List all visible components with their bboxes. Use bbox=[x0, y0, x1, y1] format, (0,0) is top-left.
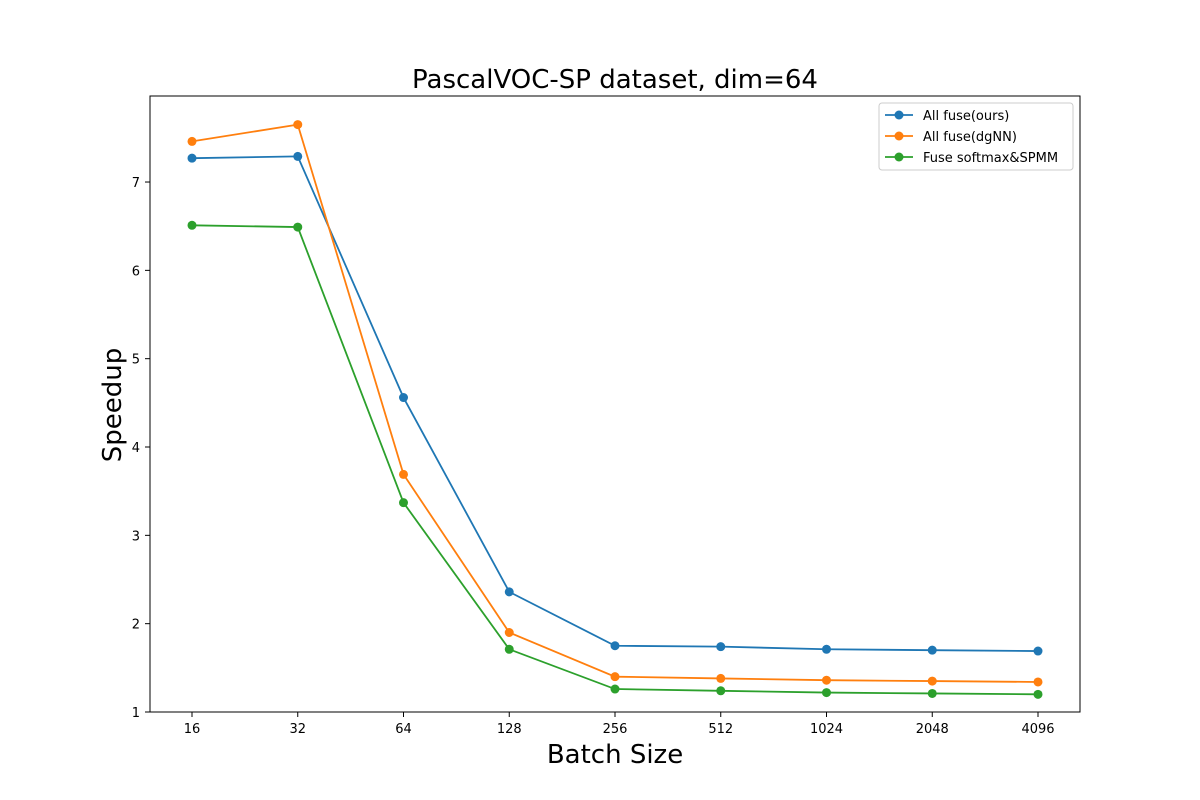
data-point bbox=[822, 675, 831, 685]
legend-label: All fuse(ours) bbox=[923, 109, 1009, 124]
plot-area: 16 32 64 128 256 512 1024 2048 4096 1 2 3 4 5 6 7 bbox=[132, 95, 1081, 737]
data-point bbox=[822, 644, 831, 654]
legend-label: Fuse softmax&SPMM bbox=[923, 151, 1058, 166]
data-point bbox=[293, 222, 303, 232]
series-1 bbox=[187, 151, 1043, 656]
data-point bbox=[822, 688, 831, 698]
x-axis-title: Batch Size bbox=[547, 740, 683, 770]
y-tick-label: 5 bbox=[132, 353, 140, 368]
y-tick-label: 7 bbox=[132, 176, 140, 191]
data-point bbox=[293, 120, 303, 130]
x-tick-label: 512 bbox=[708, 722, 733, 737]
series-2 bbox=[187, 120, 1043, 687]
y-tick-label: 3 bbox=[132, 529, 140, 544]
y-tick-label: 1 bbox=[132, 706, 140, 721]
chart-title: PascalVOC-SP dataset, dim=64 bbox=[412, 65, 818, 95]
data-point bbox=[716, 642, 726, 652]
data-point bbox=[187, 220, 197, 230]
plot-frame bbox=[149, 95, 1081, 713]
data-point bbox=[716, 673, 726, 683]
data-point bbox=[399, 393, 408, 403]
x-tick-label: 4096 bbox=[1021, 722, 1054, 737]
x-tick-label: 1024 bbox=[810, 722, 843, 737]
data-point bbox=[927, 645, 937, 655]
x-tick-label: 32 bbox=[289, 722, 306, 737]
data-point bbox=[504, 587, 514, 597]
data-point bbox=[927, 676, 937, 686]
data-point bbox=[1033, 689, 1043, 699]
data-point bbox=[716, 686, 726, 696]
data-point bbox=[610, 672, 620, 682]
data-point bbox=[927, 688, 937, 698]
legend-swatch-marker bbox=[894, 110, 904, 120]
legend-box bbox=[878, 102, 1074, 171]
y-tick-label: 4 bbox=[132, 441, 140, 456]
legend: All fuse(ours) All fuse(dgNN) Fuse softmax… bbox=[878, 102, 1074, 171]
data-point bbox=[187, 153, 197, 163]
data-point bbox=[504, 628, 514, 638]
data-point bbox=[610, 684, 620, 694]
data-point bbox=[293, 151, 303, 161]
data-point bbox=[504, 644, 514, 654]
data-point bbox=[610, 641, 620, 651]
data-point bbox=[399, 469, 408, 479]
legend-swatch-marker bbox=[894, 131, 904, 141]
x-tick-label: 256 bbox=[603, 722, 628, 737]
series-3 bbox=[187, 220, 1043, 699]
data-point bbox=[1033, 677, 1043, 687]
data-point bbox=[399, 498, 408, 508]
x-tick-label: 128 bbox=[497, 722, 522, 737]
y-axis-title: Speedup bbox=[98, 348, 128, 463]
data-point bbox=[1033, 646, 1043, 656]
legend-swatch-marker bbox=[894, 152, 904, 162]
x-tick-label: 16 bbox=[184, 722, 201, 737]
series-line bbox=[191, 224, 1039, 696]
x-tick-label: 64 bbox=[395, 722, 412, 737]
data-point bbox=[187, 136, 197, 146]
legend-label: All fuse(dgNN) bbox=[923, 130, 1017, 145]
x-tick-label: 2048 bbox=[916, 722, 949, 737]
series-line bbox=[191, 123, 1039, 683]
y-tick-label: 2 bbox=[132, 618, 140, 633]
series-line bbox=[191, 155, 1039, 652]
y-tick-label: 6 bbox=[132, 264, 140, 279]
